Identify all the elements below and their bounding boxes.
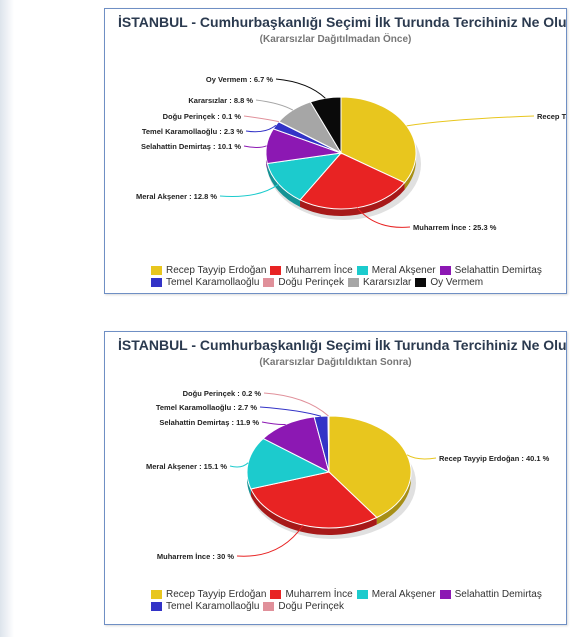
legend-row: Temel Karamollaoğlu Doğu Perinçek Kararsız…: [151, 276, 561, 288]
legend-label: Recep Tayyip Erdoğan: [166, 264, 267, 276]
legend-swatch: [270, 265, 282, 275]
legend-swatch: [263, 601, 275, 611]
legend-label: Meral Akşener: [371, 264, 436, 276]
data-label-meral-aksener: Meral Akşener : 15.1 %: [146, 462, 227, 471]
data-label-selahattin-demirtas: Selahattin Demirtaş : 10.1 %: [141, 142, 241, 151]
legend-swatch: [151, 277, 162, 287]
pie-slice-side-muharrem-ince: [300, 182, 405, 217]
data-label-recep-tayyip-erdogan: Recep Tayyip Erdoğan : 33.9 %: [537, 112, 566, 121]
legend-item-selahattin-demirtas[interactable]: Selahattin Demirtaş: [439, 588, 542, 600]
legend-label: Doğu Perinçek: [278, 276, 344, 288]
leader-line-dogu-perincek: [243, 115, 279, 123]
chart-panel-after: İSTANBUL - Cumhurbaşkanlığı Seçimi İlk T…: [104, 331, 567, 625]
data-label-kararsizlar: Kararsızlar : 8.8 %: [188, 96, 253, 105]
legend-item-meral-aksener[interactable]: Meral Akşener: [356, 264, 436, 276]
leader-line-kararsizlar: [255, 99, 294, 111]
chart-subtitle: (Kararsızlar Dağıtıldıktan Sonra): [259, 357, 412, 368]
legend-label: Temel Karamollaoğlu: [166, 600, 260, 612]
leader-line-recep-tayyip-erdogan: [406, 115, 535, 127]
leader-line-oy-vermem: [275, 78, 326, 99]
legend-swatch: [415, 277, 427, 287]
leader-line-muharrem-ince: [356, 207, 411, 228]
chart-title: İSTANBUL - Cumhurbaşkanlığı Seçimi İlk T…: [118, 14, 567, 30]
legend-item-temel-karamollaoglu[interactable]: Temel Karamollaoğlu: [151, 601, 259, 612]
pie-chart-before: Recep Tayyip Erdoğan : 33.9 % Muharrem İn…: [136, 75, 566, 232]
legend-swatch: [439, 589, 451, 599]
leader-line-temel-karamollaoglu: [259, 406, 322, 417]
legend-label: Muharrem İnce: [285, 264, 353, 276]
legend-item-meral-aksener[interactable]: Meral Akşener: [356, 588, 436, 600]
pie-slice-oy-vermem[interactable]: [309, 96, 342, 155]
legend-item-recep-tayyip-erdogan[interactable]: Recep Tayyip Erdoğan: [151, 265, 266, 276]
legend-swatch: [151, 601, 162, 611]
data-label-muharrem-ince: Muharrem İnce : 25.3 %: [413, 223, 497, 232]
data-label-recep-tayyip-erdogan: Recep Tayyip Erdoğan : 40.1 %: [439, 454, 550, 463]
pie-chart-after: Recep Tayyip Erdoğan : 40.1 % Muharrem İn…: [146, 389, 550, 561]
leader-line-meral-aksener: [229, 462, 249, 468]
pie-slice-selahattin-demirtas[interactable]: [262, 416, 330, 473]
data-label-dogu-perincek: Doğu Perinçek : 0.1 %: [163, 112, 242, 121]
legend-label: Oy Vermem: [430, 276, 484, 288]
chart-panel-before: İSTANBUL - Cumhurbaşkanlığı Seçimi İlk T…: [104, 8, 567, 294]
data-label-meral-aksener: Meral Akşener : 12.8 %: [136, 192, 217, 201]
legend-item-selahattin-demirtas[interactable]: Selahattin Demirtaş: [439, 264, 542, 276]
leader-line-selahattin-demirtas: [261, 421, 286, 426]
legend-label: Doğu Perinçek: [278, 600, 344, 612]
legend-row: Temel Karamollaoğlu Doğu Perinçek: [151, 600, 561, 612]
pie-slice-meral-aksener[interactable]: [266, 152, 343, 201]
legend-row: Recep Tayyip Erdoğan Muharrem İnce Meral A…: [151, 588, 561, 600]
pie-slice-side-meral-aksener: [267, 163, 301, 207]
chart-title: İSTANBUL - Cumhurbaşkanlığı Seçimi İlk T…: [118, 337, 567, 353]
chart-legend: Recep Tayyip Erdoğan Muharrem İnce Meral A…: [151, 588, 561, 612]
chart-legend: Recep Tayyip Erdoğan Muharrem İnce Meral A…: [151, 264, 561, 288]
legend-item-recep-tayyip-erdogan[interactable]: Recep Tayyip Erdoğan: [151, 589, 266, 600]
legend-swatch: [151, 589, 162, 599]
data-label-oy-vermem: Oy Vermem : 6.7 %: [206, 75, 273, 84]
legend-swatch: [356, 589, 368, 599]
legend-label: Recep Tayyip Erdoğan: [166, 588, 267, 600]
pie-slice-meral-aksener[interactable]: [246, 437, 331, 490]
legend-item-kararsizlar[interactable]: Kararsızlar: [347, 276, 412, 288]
legend-label: Temel Karamollaoğlu: [166, 276, 260, 288]
pie-slice-muharrem-ince[interactable]: [250, 471, 378, 529]
legend-label: Kararsızlar: [362, 276, 412, 288]
legend-swatch: [356, 265, 368, 275]
leader-line-temel-karamollaoglu: [245, 124, 277, 133]
pie-slice-side-muharrem-ince: [250, 488, 377, 535]
leader-line-meral-aksener: [219, 183, 279, 197]
pie-slice-muharrem-ince[interactable]: [299, 152, 406, 210]
legend-item-temel-karamollaoglu[interactable]: Temel Karamollaoğlu: [151, 277, 259, 288]
data-label-selahattin-demirtas: Selahattin Demirtaş : 11.9 %: [159, 418, 259, 427]
leader-line-selahattin-demirtas: [243, 145, 267, 148]
leader-line-muharrem-ince: [236, 524, 304, 557]
leader-line-dogu-perincek: [263, 392, 329, 417]
legend-label: Selahattin Demirtaş: [454, 264, 542, 276]
legend-item-muharrem-ince[interactable]: Muharrem İnce: [270, 264, 353, 276]
page-edge-shadow: [0, 0, 14, 637]
chart-subtitle: (Kararsızlar Dağıtılmadan Önce): [259, 34, 412, 45]
legend-label: Meral Akşener: [371, 588, 436, 600]
leader-line-recep-tayyip-erdogan: [406, 454, 437, 460]
legend-label: Selahattin Demirtaş: [454, 588, 542, 600]
data-label-muharrem-ince: Muharrem İnce : 30 %: [157, 552, 234, 561]
legend-item-muharrem-ince[interactable]: Muharrem İnce: [270, 588, 353, 600]
legend-swatch: [347, 277, 359, 287]
legend-swatch: [270, 589, 282, 599]
legend-label: Muharrem İnce: [285, 588, 353, 600]
legend-item-oy-vermem[interactable]: Oy Vermem: [415, 277, 483, 288]
legend-row: Recep Tayyip Erdoğan Muharrem İnce Meral A…: [151, 264, 561, 276]
data-label-temel-karamollaoglu: Temel Karamollaoğlu : 2.3 %: [142, 127, 243, 136]
legend-swatch: [439, 265, 451, 275]
data-label-temel-karamollaoglu: Temel Karamollaoğlu : 2.7 %: [156, 403, 257, 412]
legend-item-dogu-perincek[interactable]: Doğu Perinçek: [263, 601, 344, 612]
legend-swatch: [263, 277, 275, 287]
data-label-dogu-perincek: Doğu Perinçek : 0.2 %: [183, 389, 262, 398]
legend-item-dogu-perincek[interactable]: Doğu Perinçek: [263, 277, 344, 288]
legend-swatch: [151, 265, 162, 275]
